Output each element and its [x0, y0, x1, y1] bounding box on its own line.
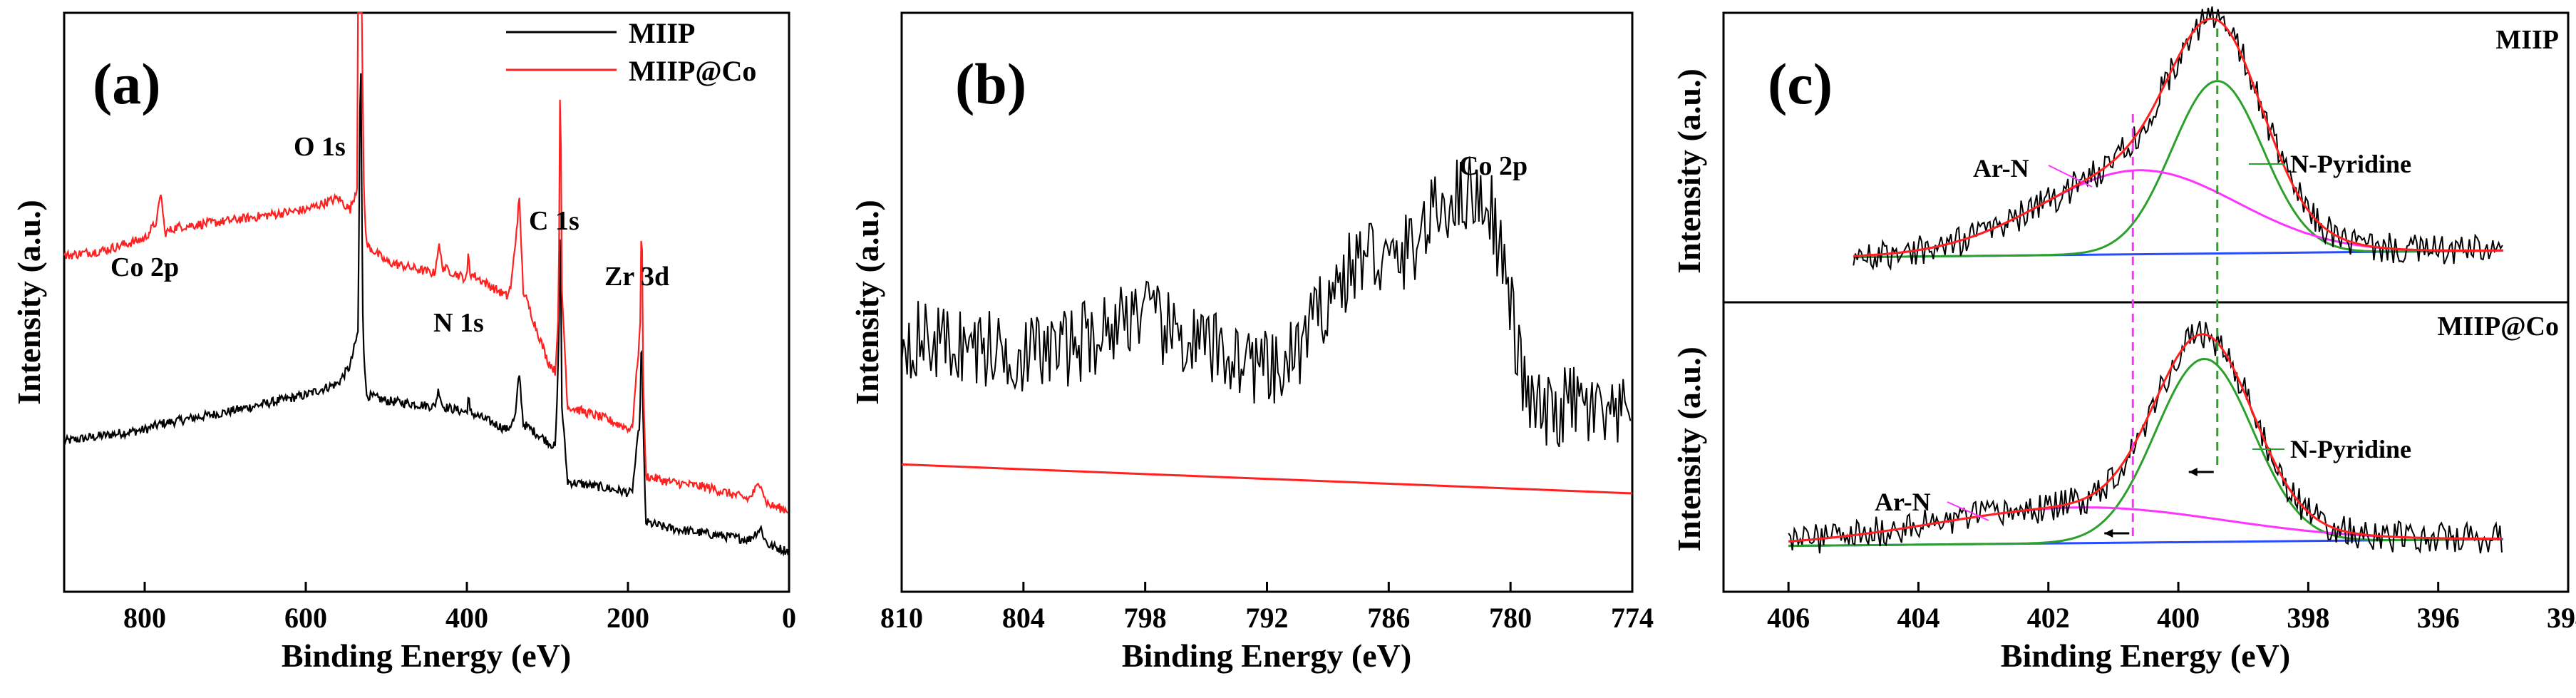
legend-label-miip: MIIP [629, 17, 695, 49]
c-xtick-label-1: 404 [1897, 602, 1939, 634]
x-axis-label-b: Binding Energy (eV) [1122, 637, 1411, 674]
annotation-co2p-a: Co 2p [110, 252, 179, 282]
y-axis-label-b: Intensity (a.u.) [849, 200, 885, 405]
fit-envelope-top [1853, 17, 2503, 257]
leader-arn-bottom [1947, 501, 1989, 521]
c-xtick-label-0: 406 [1767, 602, 1810, 634]
c-xtick-label-5: 396 [2417, 602, 2460, 634]
annotation-zr3d: Zr 3d [604, 262, 669, 292]
fit-n-pyridine-bottom [1788, 357, 2503, 548]
x-axis-label-c: Binding Energy (eV) [2001, 637, 2290, 674]
annotation-n1s: N 1s [433, 308, 484, 338]
a-xtick-label-3: 200 [607, 602, 649, 634]
y-axis-label-a: Intensity (a.u.) [11, 200, 47, 405]
shift-arrow-n-pyridine-head [2188, 468, 2198, 476]
a-xtick-label-1: 600 [284, 602, 327, 634]
leader-arn-top [2048, 165, 2093, 188]
annotation-c1s: C 1s [529, 206, 579, 236]
panel-b: 810 804 798 792 786 780 774 (b) Binding Energy… [849, 11, 1654, 674]
b-xtick-label-4: 786 [1367, 602, 1410, 634]
annotation-arn-bottom: Ar-N [1875, 488, 1931, 516]
b-xtick-label-2: 798 [1124, 602, 1167, 634]
panel-label-a: (a) [93, 51, 161, 116]
annotation-npyridine-bottom: N-Pyridine [2290, 435, 2411, 463]
subpanel-title-miip: MIIP [2495, 25, 2559, 55]
annotation-arn-top: Ar-N [1973, 154, 2029, 183]
subpanel-title-miip-co: MIIP@Co [2438, 312, 2559, 342]
series-a-miip [63, 73, 789, 557]
b-xtick-label-6: 774 [1611, 602, 1654, 634]
b-xtick-label-1: 804 [1002, 602, 1045, 634]
series-b-background [901, 463, 1633, 495]
raw-data-top [1853, 6, 2503, 271]
fit-envelope-bottom [1788, 333, 2502, 543]
a-xtick-label-2: 400 [445, 602, 488, 634]
panel-label-c: (c) [1768, 51, 1833, 116]
legend-label-miip-co: MIIP@Co [629, 55, 756, 87]
annotation-co2p-b: Co 2p [1459, 151, 1527, 181]
x-axis-label-a: Binding Energy (eV) [282, 637, 571, 674]
panel-label-b: (b) [955, 51, 1026, 116]
plot-frame-a [63, 11, 790, 593]
raw-data-bottom [1788, 320, 2503, 555]
c-xtick-label-4: 398 [2287, 602, 2329, 634]
b-xtick-label-5: 780 [1489, 602, 1532, 634]
panel-c: 406 404 402 400 398 396 394 (c) Binding Energy… [1671, 6, 2576, 674]
annotation-npyridine-top: N-Pyridine [2290, 150, 2411, 178]
a-xtick-label-0: 800 [123, 602, 166, 634]
a-xtick-label-4: 0 [782, 602, 796, 634]
y-axis-label-c-bottom: Intensity (a.u.) [1671, 347, 1707, 552]
c-xtick-label-3: 400 [2157, 602, 2200, 634]
c-xtick-label-2: 402 [2027, 602, 2070, 634]
shift-arrow-ar-n-head [2104, 529, 2113, 538]
y-axis-label-c-top: Intensity (a.u.) [1671, 68, 1707, 274]
series-a-miip-co [63, 11, 789, 514]
c-xtick-label-6: 394 [2547, 602, 2576, 634]
panel-a: 800 600 400 200 0 (a) Binding Energy (eV) In… [11, 11, 796, 674]
legend-a: MIIP MIIP@Co [506, 17, 756, 87]
annotation-o1s: O 1s [294, 132, 346, 162]
series-b-spectrum [901, 156, 1632, 448]
b-xtick-label-3: 792 [1246, 602, 1289, 634]
b-xtick-label-0: 810 [880, 602, 923, 634]
